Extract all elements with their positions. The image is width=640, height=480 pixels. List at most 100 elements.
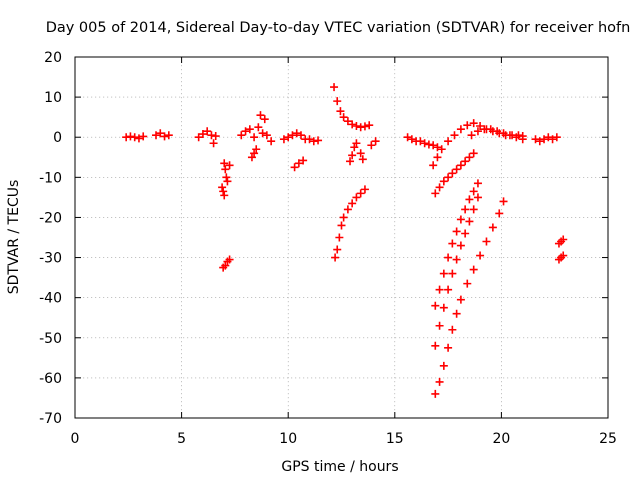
data-point xyxy=(463,279,472,288)
series-arc-14 xyxy=(330,83,374,132)
series-arc-25 xyxy=(431,197,508,398)
data-point xyxy=(209,139,218,148)
data-point xyxy=(518,135,527,144)
data-point xyxy=(250,149,259,158)
data-point xyxy=(333,97,342,106)
series-arc-18 xyxy=(403,133,442,152)
data-point xyxy=(348,120,357,129)
series-arc-01 xyxy=(122,132,148,143)
data-point xyxy=(488,223,497,232)
series-arc-19 xyxy=(429,119,527,170)
data-point xyxy=(126,132,135,141)
data-point xyxy=(435,285,444,294)
data-point xyxy=(305,135,314,144)
data-point xyxy=(469,265,478,274)
data-point xyxy=(164,131,173,140)
data-point xyxy=(444,343,453,352)
data-point xyxy=(439,361,448,370)
data-point xyxy=(331,253,340,262)
data-point xyxy=(450,131,459,140)
data-point xyxy=(225,255,234,264)
data-point xyxy=(469,205,478,214)
data-point xyxy=(339,113,348,122)
data-point xyxy=(194,133,203,142)
series-arc-06 xyxy=(218,183,229,200)
data-point xyxy=(444,173,453,182)
data-point xyxy=(544,133,553,142)
x-tick-label: 15 xyxy=(386,431,404,447)
data-point xyxy=(433,153,442,162)
data-point xyxy=(452,309,461,318)
series-arc-20 xyxy=(467,125,527,144)
data-point xyxy=(356,149,365,158)
data-point xyxy=(299,156,308,165)
data-point xyxy=(548,135,557,144)
y-tick-label: -10 xyxy=(39,170,62,186)
series-arc-05 xyxy=(220,159,234,186)
data-point xyxy=(444,253,453,262)
data-point xyxy=(360,122,369,131)
data-point xyxy=(335,233,344,242)
data-point xyxy=(218,183,227,192)
data-point xyxy=(429,141,438,150)
data-point xyxy=(330,83,339,92)
y-tick-label: 10 xyxy=(44,90,62,106)
series-arc-02 xyxy=(152,129,173,141)
data-point xyxy=(333,245,342,254)
data-point xyxy=(476,251,485,260)
data-point xyxy=(469,119,478,128)
data-point xyxy=(456,125,465,134)
data-point xyxy=(465,195,474,204)
data-point xyxy=(420,139,429,148)
data-point xyxy=(221,165,230,174)
x-axis-label: GPS time / hours xyxy=(281,459,398,475)
data-point xyxy=(152,131,161,140)
data-point xyxy=(223,177,232,186)
data-point xyxy=(292,129,301,138)
data-point xyxy=(435,183,444,192)
data-point xyxy=(424,140,433,149)
data-point xyxy=(452,165,461,174)
data-point xyxy=(222,173,231,182)
y-tick-label: 20 xyxy=(44,50,62,66)
x-tick-labels: 0 5 10 15 20 25 xyxy=(71,431,617,447)
series-arc-10 xyxy=(247,145,261,162)
data-point xyxy=(122,133,131,142)
data-point xyxy=(348,199,357,208)
series-arc-15 xyxy=(331,185,369,262)
data-point xyxy=(245,125,254,134)
data-point xyxy=(343,117,352,126)
data-point xyxy=(343,205,352,214)
series-arc-23 xyxy=(431,179,482,310)
data-point xyxy=(448,239,457,248)
series-arc-16 xyxy=(346,139,367,166)
data-point xyxy=(467,131,476,140)
data-point xyxy=(505,131,514,140)
data-point xyxy=(337,221,346,230)
data-point xyxy=(256,111,265,120)
data-point xyxy=(371,137,380,146)
data-point xyxy=(252,145,261,154)
data-point xyxy=(473,193,482,202)
data-point xyxy=(431,341,440,350)
series-arc-21 xyxy=(431,149,478,198)
data-point xyxy=(444,285,453,294)
data-point xyxy=(499,129,508,138)
data-point xyxy=(267,137,276,146)
data-point xyxy=(352,193,361,202)
y-tick-label: -50 xyxy=(39,331,62,347)
series-arc-27 xyxy=(554,251,568,264)
data-point xyxy=(225,161,234,170)
data-point xyxy=(294,159,303,168)
x-tick-label: 25 xyxy=(599,431,617,447)
data-point xyxy=(260,115,269,124)
y-axis-label: SDTVAR / TECUs xyxy=(6,180,22,295)
data-point xyxy=(309,137,318,146)
series-arc-26 xyxy=(554,235,568,248)
data-point xyxy=(130,133,139,142)
data-point xyxy=(416,137,425,146)
data-point xyxy=(429,161,438,170)
data-point xyxy=(439,303,448,312)
data-point xyxy=(435,321,444,330)
